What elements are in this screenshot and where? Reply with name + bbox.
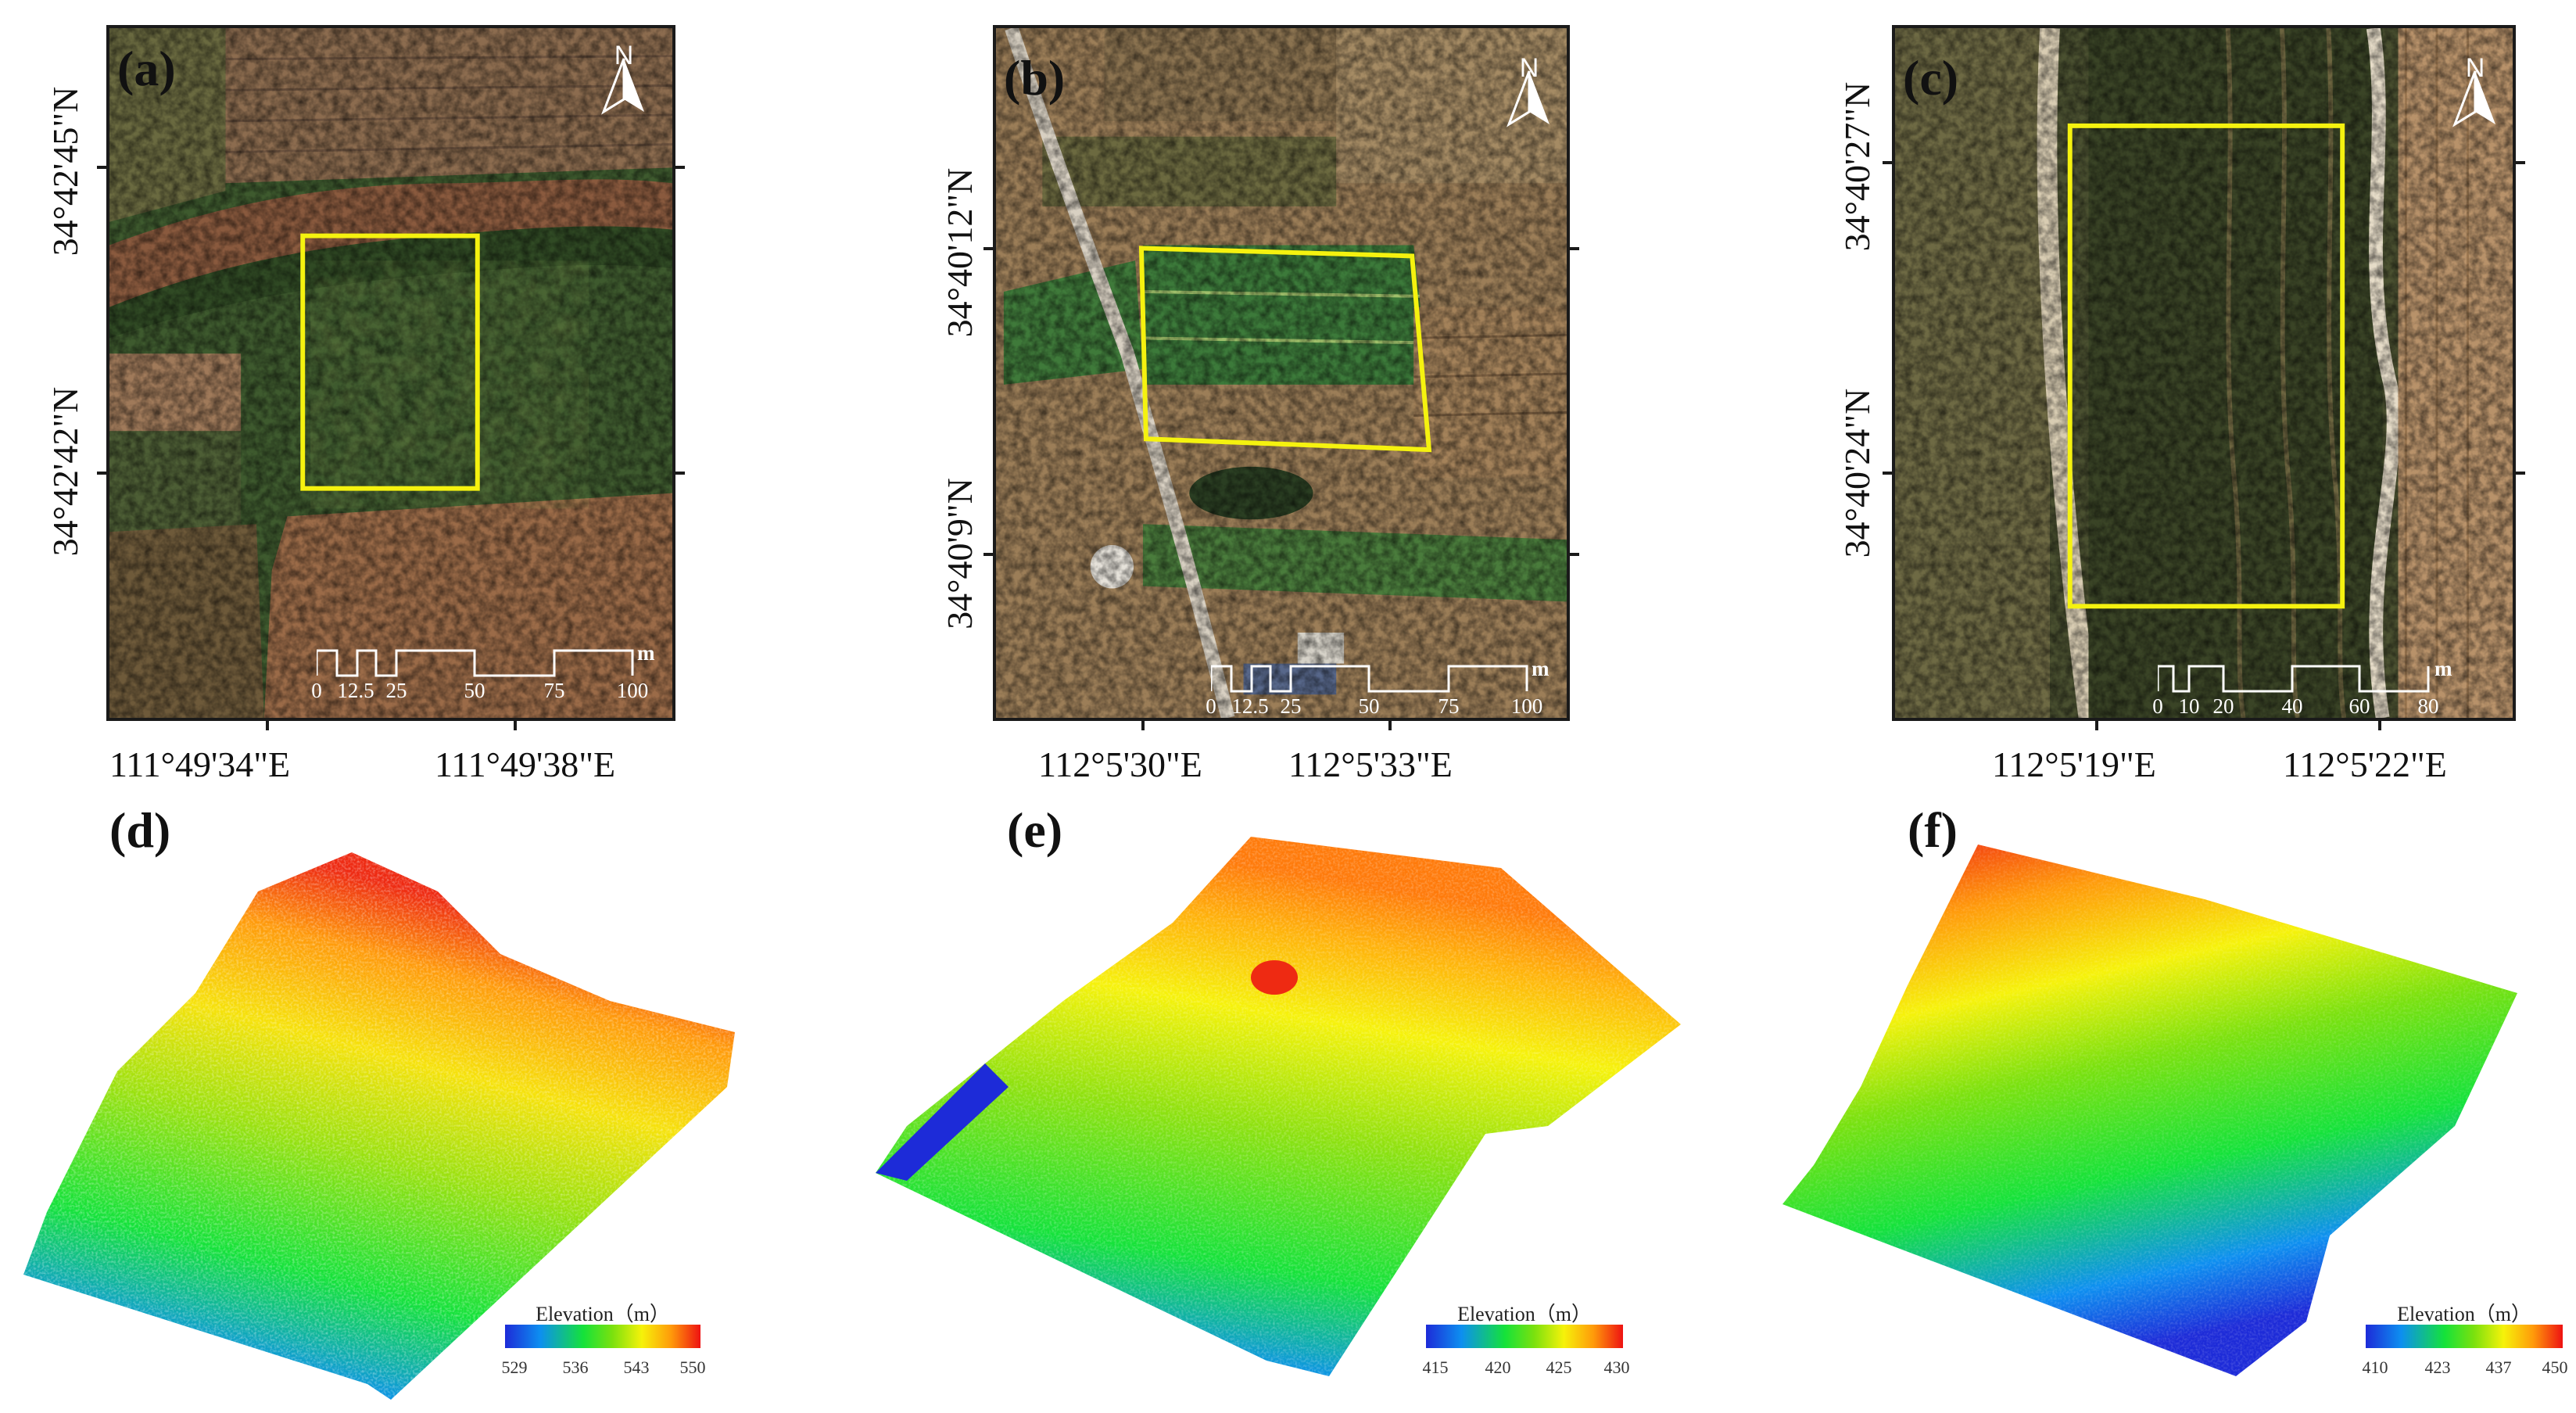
legend-tick: 415 <box>1422 1357 1449 1377</box>
north-arrow-b: N <box>1506 55 1553 141</box>
scale-label: 20 <box>2212 694 2234 718</box>
legend-tick: 430 <box>1603 1357 1630 1377</box>
panel-label-d: (d) <box>109 802 171 858</box>
aoi-outline-b <box>1138 246 1432 453</box>
scale-label: 100 <box>616 679 649 702</box>
north-arrow-a: N <box>600 42 647 128</box>
aoi-outline-a <box>300 233 480 491</box>
scale-label: 0 <box>2152 694 2163 718</box>
scale-label: 10 <box>2178 694 2200 718</box>
legend-tick: 423 <box>2424 1357 2451 1377</box>
legend-title-e: Elevation（m） <box>1457 1303 1592 1325</box>
color-ramp-d <box>505 1325 700 1348</box>
scale-bar-c: m 0 10 20 40 60 80 <box>2152 657 2455 718</box>
map-panel-a: (a) N m 0 12.5 25 50 75 100 <box>106 25 675 721</box>
satellite-image-b <box>996 28 1567 718</box>
panel-label-a: (a) <box>117 41 176 96</box>
aoi-outline-c <box>2067 123 2345 609</box>
scale-label: 12.5 <box>1231 694 1269 718</box>
scale-label: 25 <box>1280 694 1302 718</box>
legend-title-f: Elevation（m） <box>2397 1303 2531 1325</box>
lon-label-a-1: 111°49'34"E <box>109 744 291 784</box>
legend-tick: 450 <box>2542 1357 2568 1377</box>
elevation-legend-f: Elevation（m） 410 423 437 450 <box>2362 1298 2568 1384</box>
lon-label-a-2: 111°49'38"E <box>435 744 616 784</box>
panel-label-f: (f) <box>1908 802 1958 858</box>
scale-label: 50 <box>464 679 485 702</box>
scale-label: 60 <box>2348 694 2370 718</box>
north-arrow-icon <box>2452 70 2495 127</box>
lon-label-c-1: 112°5'19"E <box>1992 744 2156 784</box>
satellite-image-a <box>109 28 672 718</box>
legend-tick: 550 <box>679 1357 706 1377</box>
legend-tick: 529 <box>501 1357 528 1377</box>
scale-bar-a: m 0 12.5 25 50 75 100 <box>311 641 654 702</box>
scale-unit-c: m <box>2434 657 2452 680</box>
elevation-legend-e: Elevation（m） 415 420 425 430 <box>1422 1298 1630 1384</box>
scale-label: 50 <box>1358 694 1380 718</box>
map-panel-c: (c) N m 0 10 20 40 60 80 <box>1892 25 2516 721</box>
scale-label: 80 <box>2417 694 2439 718</box>
lat-label-b-1: 34°40'12"N <box>940 167 980 338</box>
map-panel-b: (b) N m 0 12.5 25 50 75 100 <box>993 25 1570 721</box>
color-ramp-e <box>1426 1325 1623 1348</box>
scale-label: 12.5 <box>337 679 374 702</box>
scale-unit-a: m <box>637 641 655 665</box>
scale-bar-graphic <box>2158 665 2430 693</box>
scale-label: 75 <box>543 679 565 702</box>
legend-tick: 543 <box>623 1357 650 1377</box>
legend-tick: 437 <box>2485 1357 2512 1377</box>
scale-bar-b: m 0 12.5 25 50 75 100 <box>1206 657 1549 718</box>
scale-bar-graphic <box>317 649 634 677</box>
scale-bar-graphic <box>1211 665 1528 693</box>
legend-title-d: Elevation（m） <box>536 1303 670 1325</box>
lon-label-b-2: 112°5'33"E <box>1288 744 1453 784</box>
point-cloud-d <box>23 852 735 1400</box>
satellite-image-c <box>1895 28 2513 718</box>
point-cloud-e <box>876 837 1681 1376</box>
scale-unit-b: m <box>1532 657 1550 680</box>
lat-label-a-1: 34°42'45"N <box>45 86 85 256</box>
legend-tick: 420 <box>1485 1357 1511 1377</box>
scale-label: 0 <box>1206 694 1216 718</box>
legend-tick: 425 <box>1546 1357 1572 1377</box>
lat-label-c-2: 34°40'24"N <box>1837 388 1877 558</box>
north-arrow-c: N <box>2452 55 2499 141</box>
lat-label-b-2: 34°40'9"N <box>940 478 980 629</box>
legend-tick: 410 <box>2362 1357 2388 1377</box>
lon-label-b-1: 112°5'30"E <box>1038 744 1202 784</box>
panel-label-c: (c) <box>1903 50 1959 106</box>
north-arrow-icon <box>601 58 644 115</box>
lat-label-a-2: 34°42'42"N <box>45 386 85 557</box>
point-cloud-f <box>1782 845 2517 1376</box>
panel-label-e: (e) <box>1007 802 1063 858</box>
north-arrow-icon <box>1507 70 1550 127</box>
elevation-legend-d: Elevation（m） 529 536 543 550 <box>501 1298 706 1384</box>
scale-label: 0 <box>311 679 322 702</box>
lon-label-c-2: 112°5'22"E <box>2283 744 2447 784</box>
scale-label: 25 <box>385 679 407 702</box>
panel-label-b: (b) <box>1004 50 1066 106</box>
lat-label-c-1: 34°40'27"N <box>1837 81 1877 252</box>
legend-tick: 536 <box>562 1357 589 1377</box>
scale-label: 100 <box>1510 694 1543 718</box>
color-ramp-f <box>2366 1325 2563 1348</box>
scale-label: 40 <box>2281 694 2303 718</box>
scale-label: 75 <box>1438 694 1460 718</box>
